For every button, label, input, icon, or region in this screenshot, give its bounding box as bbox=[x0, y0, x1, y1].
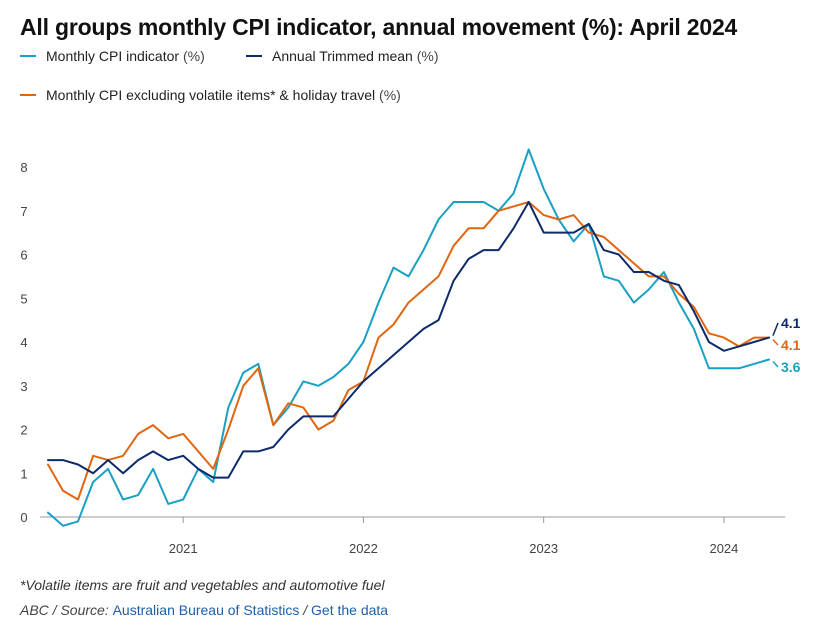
end-label-excluding-volatile: 4.1 bbox=[781, 337, 801, 353]
legend-item-excluding-volatile: Monthly CPI excluding volatile items* & … bbox=[20, 87, 401, 103]
x-tick-label-2024: 2024 bbox=[709, 541, 738, 556]
series-line-excluding-volatile bbox=[47, 201, 770, 501]
y-tick-label-8: 8 bbox=[20, 160, 27, 175]
y-tick-label-1: 1 bbox=[20, 466, 27, 481]
legend-item-monthly-cpi: Monthly CPI indicator (%) bbox=[20, 48, 205, 64]
end-label-leader-monthly-cpi bbox=[772, 360, 779, 368]
y-tick-label-4: 4 bbox=[20, 335, 27, 350]
x-tick-label-2022: 2022 bbox=[349, 541, 378, 556]
end-labels: 4.1 4.1 3.6 bbox=[772, 315, 801, 375]
legend-unit-monthly-cpi: (%) bbox=[182, 48, 205, 64]
x-tick-label-2023: 2023 bbox=[529, 541, 558, 556]
end-label-leader-trimmed-mean bbox=[772, 322, 779, 336]
x-axis-ticks: 2021 2022 2023 2024 bbox=[169, 517, 738, 556]
source-line: ABC / Source: Australian Bureau of Stati… bbox=[20, 602, 388, 618]
y-tick-label-6: 6 bbox=[20, 248, 27, 263]
series-lines bbox=[47, 148, 770, 527]
footnote: *Volatile items are fruit and vegetables… bbox=[20, 577, 385, 593]
legend-label-trimmed-mean: Annual Trimmed mean bbox=[272, 48, 413, 64]
series-line-trimmed-mean bbox=[47, 201, 770, 479]
y-tick-label-5: 5 bbox=[20, 291, 27, 306]
y-tick-label-0: 0 bbox=[20, 510, 27, 525]
end-label-leader-excluding-volatile bbox=[772, 339, 779, 346]
y-tick-label-3: 3 bbox=[20, 379, 27, 394]
y-tick-label-7: 7 bbox=[20, 204, 27, 219]
end-label-trimmed-mean: 4.1 bbox=[781, 315, 801, 331]
y-tick-label-2: 2 bbox=[20, 423, 27, 438]
legend-swatch-trimmed-mean bbox=[246, 55, 262, 57]
end-label-monthly-cpi: 3.6 bbox=[781, 359, 801, 375]
legend-swatch-excluding-volatile bbox=[20, 94, 36, 96]
legend-label-excluding-volatile: Monthly CPI excluding volatile items* & … bbox=[46, 87, 376, 103]
x-tick-label-2021: 2021 bbox=[169, 541, 198, 556]
source-separator: / bbox=[299, 602, 312, 618]
source-link-abs[interactable]: Australian Bureau of Statistics bbox=[112, 602, 300, 618]
get-the-data-link[interactable]: Get the data bbox=[311, 602, 389, 618]
legend-item-trimmed-mean: Annual Trimmed mean (%) bbox=[246, 48, 439, 64]
legend-swatch-monthly-cpi bbox=[20, 55, 36, 57]
chart-title: All groups monthly CPI indicator, annual… bbox=[20, 14, 738, 40]
legend-unit-excluding-volatile: (%) bbox=[379, 87, 401, 103]
legend-unit-trimmed-mean: (%) bbox=[416, 48, 439, 64]
legend-label-monthly-cpi: Monthly CPI indicator bbox=[46, 48, 180, 64]
source-prefix: ABC / Source: bbox=[20, 602, 113, 618]
series-line-monthly-cpi bbox=[47, 148, 770, 527]
y-axis-ticks: 0 1 2 3 4 5 6 7 8 bbox=[20, 160, 27, 525]
